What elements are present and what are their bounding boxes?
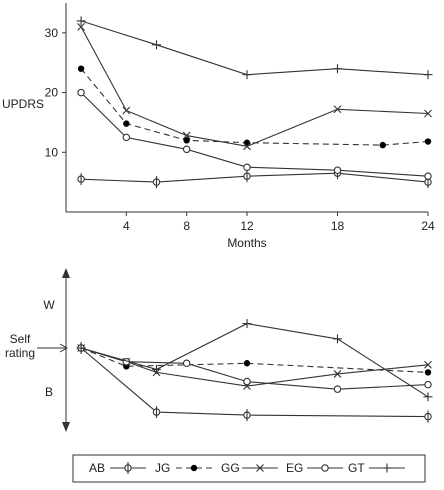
legend-marker-eg [321,464,329,472]
legend-item-ab: AB [89,461,146,475]
updrs-point-jg [424,138,432,145]
updrs-point-gg [122,106,131,115]
bottom-label-b: B [45,385,53,399]
updrs-point-eg [333,166,342,174]
y-ticks: 10 20 30 [45,26,66,159]
updrs-point-gg [182,131,191,140]
updrs-line-eg [80,92,429,177]
updrs-point-gt [333,64,342,74]
legend-marker-ab [124,462,132,474]
updrs-point-eg [424,172,432,180]
rating-point-gt [423,392,433,402]
updrs-point-gg [333,105,342,114]
legend-label: JG [155,461,170,475]
legend-item-gg: GG [221,461,278,475]
legend-label: AB [89,461,105,475]
x-tick-label: 12 [240,219,254,233]
rating-point-gt [242,319,252,329]
rating-line-jg [80,347,429,373]
rating-point-gt [333,334,342,344]
x-axis-label: Months [227,236,266,250]
rating-point-gg [333,370,342,378]
rating-point-eg [424,380,432,389]
updrs-line-ab [81,172,429,183]
updrs-point-eg [243,163,251,171]
rating-line-gg [80,347,429,387]
rating-line-eg [80,347,429,390]
chart-updrs: 10 20 30 4 8 12 18 24 UPDRS Months [2,3,435,250]
legend-marker-gg [256,464,264,472]
rating-point-gt [76,343,86,353]
rating-point-ab [424,410,432,423]
rating-point-gg [424,360,432,369]
rating-point-ab [243,409,251,422]
legend-label: GG [221,461,240,475]
y-tick-label: 30 [45,26,59,40]
rating-point-eg [333,385,342,393]
x-tick-label: 4 [123,219,130,233]
series-group [76,16,433,189]
legend-label: GT [348,461,365,475]
updrs-point-jg [379,141,386,149]
x-tick-label: 18 [331,219,345,233]
rating-point-jg [243,360,251,367]
updrs-point-gt [152,40,161,50]
updrs-point-eg [182,145,191,154]
x-tick-label: 24 [421,219,435,233]
updrs-point-gt [423,70,433,80]
updrs-point-eg [77,88,85,97]
updrs-point-jg [77,65,85,72]
y-tick-label: 20 [45,86,59,100]
x-ticks: 4 8 12 18 24 [123,212,435,233]
rating-point-eg [182,359,191,367]
updrs-line-gg [80,26,429,147]
updrs-point-ab [77,173,85,186]
rating-line-ab [80,347,429,418]
legend-marker-jg [190,464,198,472]
updrs-line-jg [80,68,429,146]
updrs-point-eg [122,133,131,142]
updrs-point-jg [183,137,190,144]
y-tick-label: 10 [45,145,59,159]
arrow-down-icon [62,422,70,432]
y-axis-label: UPDRS [2,97,44,111]
y-axis-label-self-rating: Self rating [5,332,35,360]
rating-point-eg [243,377,251,386]
legend-item-gt: GT [348,461,405,475]
updrs-point-ab [152,176,161,189]
rating-point-ab [152,406,161,419]
legend-marker-gt [382,463,392,473]
updrs-point-jg [123,120,130,127]
legend-label: EG [286,461,303,475]
legend-item-eg: EG [286,461,343,475]
updrs-point-ab [243,170,251,183]
legend-item-jg: JG [155,461,212,475]
updrs-point-gt [242,70,252,80]
arrow-right-icon [37,343,69,353]
legend-box [72,454,426,483]
legend: AB JG GG EG GT [72,454,426,483]
x-tick-label: 8 [183,219,190,233]
arrow-up-icon [62,268,70,278]
updrs-point-gg [77,22,85,31]
chart-self-rating: W B Self rating [5,268,433,432]
updrs-point-gg [424,109,432,118]
rating-point-jg [424,369,432,376]
updrs-line-gt [80,20,429,76]
updrs-point-gg [243,142,251,151]
updrs-point-gt [76,16,86,26]
rating-point-gt [152,364,161,374]
top-label-w: W [43,298,55,312]
series-group [76,319,433,423]
rating-line-gt [80,323,429,398]
